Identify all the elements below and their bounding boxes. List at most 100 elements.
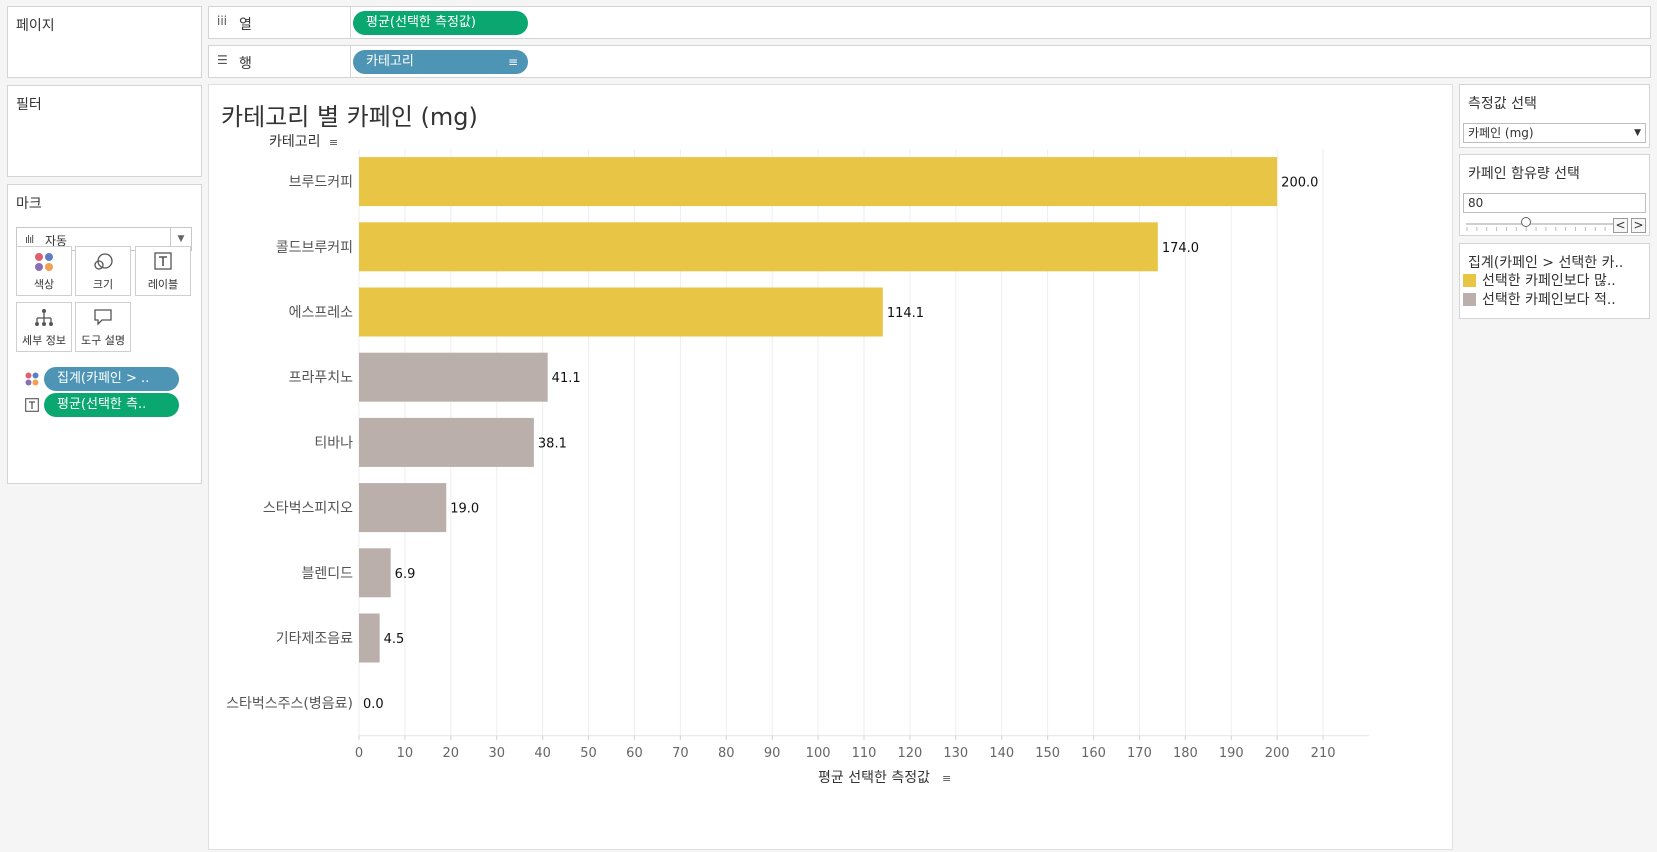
chart-title: 카테고리 별 카페인 (mg) <box>221 103 478 131</box>
detail-tree-icon <box>17 308 71 332</box>
slider-ticks <box>1466 227 1616 231</box>
mark-type-label: 자동 <box>45 234 68 248</box>
category-label: 티바나 <box>314 435 353 451</box>
bar <box>359 417 534 467</box>
legend-swatch <box>1463 293 1476 306</box>
detail-button-label: 세부 정보 <box>22 334 66 347</box>
x-tick-label: 200 <box>1265 746 1290 761</box>
measure-parameter-card: 측정값 선택 카페인 (mg) ▼ <box>1459 84 1650 148</box>
data-label: 41.1 <box>552 371 581 386</box>
label-t-icon <box>25 398 39 412</box>
columns-icon: iii <box>217 14 228 28</box>
columns-shelf-label: 열 <box>239 17 252 33</box>
slider-thumb[interactable] <box>1521 217 1531 227</box>
tooltip-button[interactable]: 도구 설명 <box>75 302 131 352</box>
x-tick-label: 10 <box>397 746 414 761</box>
category-label: 스타벅스주스(병음료) <box>226 696 353 712</box>
bar <box>359 157 1278 207</box>
legend-swatch <box>1463 274 1476 287</box>
pages-title: 페이지 <box>16 18 55 34</box>
legend-item-label: 선택한 카페인보다 많.. <box>1482 273 1616 289</box>
label-field-pill[interactable]: 평균(선택한 측.. <box>44 393 179 417</box>
x-tick-label: 130 <box>943 746 968 761</box>
data-label: 200.0 <box>1281 176 1318 191</box>
bar <box>359 352 548 402</box>
label-button[interactable]: 레이블 <box>135 246 191 296</box>
detail-button[interactable]: 세부 정보 <box>16 302 72 352</box>
x-tick-label: 30 <box>488 746 505 761</box>
columns-field-pill[interactable]: 평균(선택한 측정값) <box>353 11 528 35</box>
legend-title: 집계(카페인 > 선택한 카.. <box>1468 255 1624 271</box>
data-label: 6.9 <box>395 567 416 582</box>
tooltip-button-label: 도구 설명 <box>81 334 125 347</box>
slider-next-button[interactable]: > <box>1631 218 1646 233</box>
category-label: 에스프레소 <box>289 305 354 321</box>
caffeine-value-input[interactable]: 80 <box>1463 193 1646 213</box>
x-tick-label: 210 <box>1311 746 1336 761</box>
rows-shelf-label: 행 <box>239 56 252 72</box>
label-button-label: 레이블 <box>147 278 179 291</box>
color-field-pill[interactable]: 집계(카페인 > .. <box>44 367 179 391</box>
chevron-down-icon: ▼ <box>1634 128 1641 138</box>
x-tick-label: 80 <box>718 746 735 761</box>
worksheet-view: 카테고리 별 카페인 (mg) 카테고리 ≡ 브루드커피 200.0 콜드브루커피 174… <box>208 84 1453 850</box>
legend-item-below[interactable]: 선택한 카페인보다 적.. <box>1463 289 1616 308</box>
x-tick-label: 70 <box>672 746 689 761</box>
color-dots-icon <box>17 252 71 276</box>
caffeine-parameter-title: 카페인 함유량 선택 <box>1468 166 1580 182</box>
x-tick-label: 120 <box>897 746 922 761</box>
size-button[interactable]: 크기 <box>75 246 131 296</box>
sort-icon: ≡ <box>942 772 951 785</box>
rows-shelf[interactable]: ☰ 행 카테고리 ≡ <box>208 45 1651 78</box>
bar-chart-icon: ılıl <box>25 233 34 246</box>
x-tick-label: 90 <box>764 746 781 761</box>
bar <box>359 613 380 663</box>
legend-item-above[interactable]: 선택한 카페인보다 많.. <box>1463 270 1616 289</box>
size-circles-icon <box>76 252 130 276</box>
x-tick-label: 170 <box>1127 746 1152 761</box>
x-tick-label: 60 <box>626 746 643 761</box>
filters-card[interactable]: 필터 <box>7 85 202 177</box>
filters-title: 필터 <box>16 97 42 113</box>
x-tick-label: 160 <box>1081 746 1106 761</box>
data-label: 4.5 <box>384 632 405 647</box>
slider-track[interactable] <box>1466 223 1616 225</box>
data-label: 0.0 <box>363 697 384 712</box>
category-label: 콜드브루커피 <box>276 240 353 256</box>
x-tick-label: 40 <box>534 746 551 761</box>
pages-card[interactable]: 페이지 <box>7 6 202 78</box>
category-label: 브루드커피 <box>289 175 353 191</box>
x-tick-label: 0 <box>355 746 363 761</box>
x-tick-label: 50 <box>580 746 597 761</box>
color-button-label: 색상 <box>33 278 55 291</box>
shelf-divider <box>350 7 351 38</box>
bar <box>359 222 1158 272</box>
data-label: 114.1 <box>887 306 924 321</box>
measure-dropdown-value: 카페인 (mg) <box>1468 126 1534 140</box>
bar <box>359 287 883 337</box>
slider-prev-button[interactable]: < <box>1613 218 1628 233</box>
color-button[interactable]: 색상 <box>16 246 72 296</box>
columns-shelf[interactable]: iii 열 평균(선택한 측정값) <box>208 6 1651 39</box>
category-label: 블렌디드 <box>301 566 353 582</box>
category-label: 스타벅스피지오 <box>263 501 353 517</box>
x-tick-label: 110 <box>852 746 877 761</box>
tooltip-bubble-icon <box>76 308 130 332</box>
measure-dropdown[interactable]: 카페인 (mg) ▼ <box>1463 123 1646 143</box>
size-button-label: 크기 <box>92 278 114 291</box>
bar <box>359 483 447 533</box>
chevron-down-icon[interactable]: ▼ <box>170 228 191 250</box>
rows-field-pill[interactable]: 카테고리 ≡ <box>353 50 528 74</box>
marks-card: 마크 ılıl 자동 ▼ 색상 크기 레이블 세부 정보 도구 설명 <box>7 184 202 484</box>
label-t-icon <box>136 252 190 276</box>
category-label: 프라푸치노 <box>289 370 354 386</box>
x-tick-label: 180 <box>1173 746 1198 761</box>
caffeine-parameter-card: 카페인 함유량 선택 80 < > <box>1459 154 1650 236</box>
sort-icon: ≡ <box>329 136 338 149</box>
x-tick-label: 150 <box>1035 746 1060 761</box>
data-label: 174.0 <box>1162 241 1199 256</box>
shelf-divider <box>350 46 351 77</box>
legend-item-label: 선택한 카페인보다 적.. <box>1482 292 1616 308</box>
sort-icon: ≡ <box>507 55 518 69</box>
